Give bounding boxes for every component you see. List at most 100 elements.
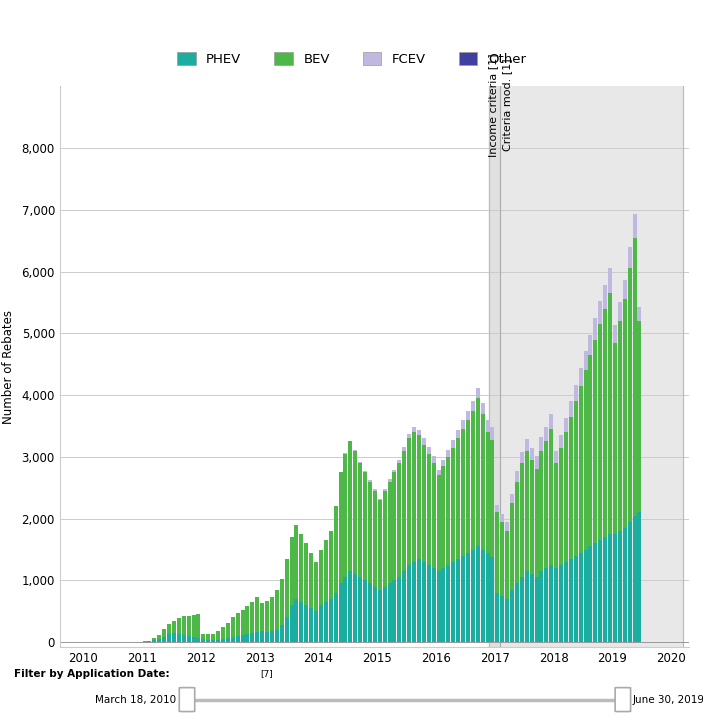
- Bar: [353, 450, 357, 451]
- Bar: [524, 439, 529, 451]
- Bar: [275, 590, 279, 630]
- Bar: [608, 268, 612, 293]
- Bar: [427, 454, 431, 565]
- Bar: [299, 534, 303, 602]
- Bar: [515, 482, 519, 584]
- Bar: [153, 638, 156, 641]
- Bar: [549, 565, 553, 642]
- Bar: [373, 491, 377, 587]
- Bar: [392, 472, 396, 580]
- Bar: [236, 636, 240, 642]
- Bar: [588, 334, 593, 355]
- Bar: [182, 635, 186, 642]
- Bar: [486, 432, 489, 553]
- Bar: [270, 631, 274, 642]
- Bar: [432, 463, 436, 568]
- Bar: [471, 411, 475, 549]
- Bar: [583, 352, 588, 370]
- Bar: [437, 475, 441, 571]
- Bar: [240, 635, 245, 642]
- Bar: [633, 214, 636, 237]
- Bar: [491, 557, 494, 642]
- Bar: [461, 421, 465, 429]
- Bar: [501, 513, 504, 522]
- Bar: [471, 549, 475, 642]
- Bar: [417, 435, 421, 559]
- Bar: [304, 544, 308, 605]
- Bar: [275, 630, 279, 642]
- Bar: [623, 280, 627, 299]
- Bar: [500, 86, 683, 647]
- Bar: [422, 562, 426, 642]
- Bar: [471, 400, 475, 411]
- Bar: [329, 531, 333, 599]
- Bar: [564, 562, 568, 642]
- Bar: [177, 633, 181, 642]
- Bar: [270, 597, 274, 631]
- Bar: [339, 472, 342, 584]
- Bar: [451, 562, 456, 642]
- Text: [7]: [7]: [260, 669, 273, 678]
- Bar: [319, 605, 323, 642]
- Bar: [432, 456, 436, 463]
- Bar: [349, 571, 352, 642]
- Bar: [613, 325, 617, 342]
- Bar: [603, 537, 607, 642]
- Bar: [255, 597, 259, 632]
- Bar: [221, 639, 225, 642]
- Bar: [186, 636, 191, 642]
- Bar: [446, 450, 451, 457]
- Bar: [638, 307, 641, 321]
- Bar: [569, 417, 573, 559]
- Bar: [554, 452, 558, 463]
- Bar: [456, 439, 460, 559]
- Bar: [529, 448, 534, 460]
- Bar: [638, 513, 641, 642]
- Bar: [236, 613, 240, 636]
- Text: March 18, 2010: March 18, 2010: [95, 695, 176, 705]
- Legend: PHEV, BEV, FCEV, Other: PHEV, BEV, FCEV, Other: [172, 47, 531, 71]
- Bar: [593, 339, 598, 544]
- Bar: [422, 439, 426, 444]
- Bar: [574, 556, 578, 642]
- Bar: [623, 528, 627, 642]
- Bar: [349, 441, 352, 571]
- Bar: [510, 494, 514, 503]
- Bar: [422, 444, 426, 562]
- Bar: [363, 580, 367, 642]
- Bar: [437, 470, 441, 475]
- Bar: [618, 321, 622, 531]
- Bar: [392, 470, 396, 472]
- Bar: [157, 635, 161, 638]
- Bar: [417, 430, 421, 435]
- Bar: [191, 637, 195, 642]
- Bar: [162, 636, 166, 642]
- Bar: [358, 462, 362, 463]
- Bar: [633, 237, 636, 516]
- Bar: [397, 463, 401, 577]
- Bar: [501, 596, 504, 642]
- Bar: [559, 434, 563, 448]
- Bar: [265, 601, 269, 632]
- Bar: [397, 577, 401, 642]
- Bar: [157, 638, 161, 642]
- Bar: [554, 463, 558, 568]
- Bar: [167, 623, 171, 634]
- Bar: [382, 587, 387, 642]
- Bar: [402, 446, 406, 451]
- Bar: [618, 531, 622, 642]
- Bar: [148, 641, 151, 642]
- Bar: [162, 629, 166, 636]
- Bar: [534, 470, 538, 577]
- Bar: [638, 321, 641, 513]
- Bar: [260, 603, 264, 631]
- Bar: [588, 546, 593, 642]
- Bar: [299, 602, 303, 642]
- Bar: [491, 439, 494, 557]
- Bar: [314, 611, 318, 642]
- Bar: [496, 513, 499, 592]
- Bar: [618, 303, 622, 321]
- Bar: [319, 549, 323, 605]
- Bar: [427, 447, 431, 454]
- Bar: [544, 568, 548, 642]
